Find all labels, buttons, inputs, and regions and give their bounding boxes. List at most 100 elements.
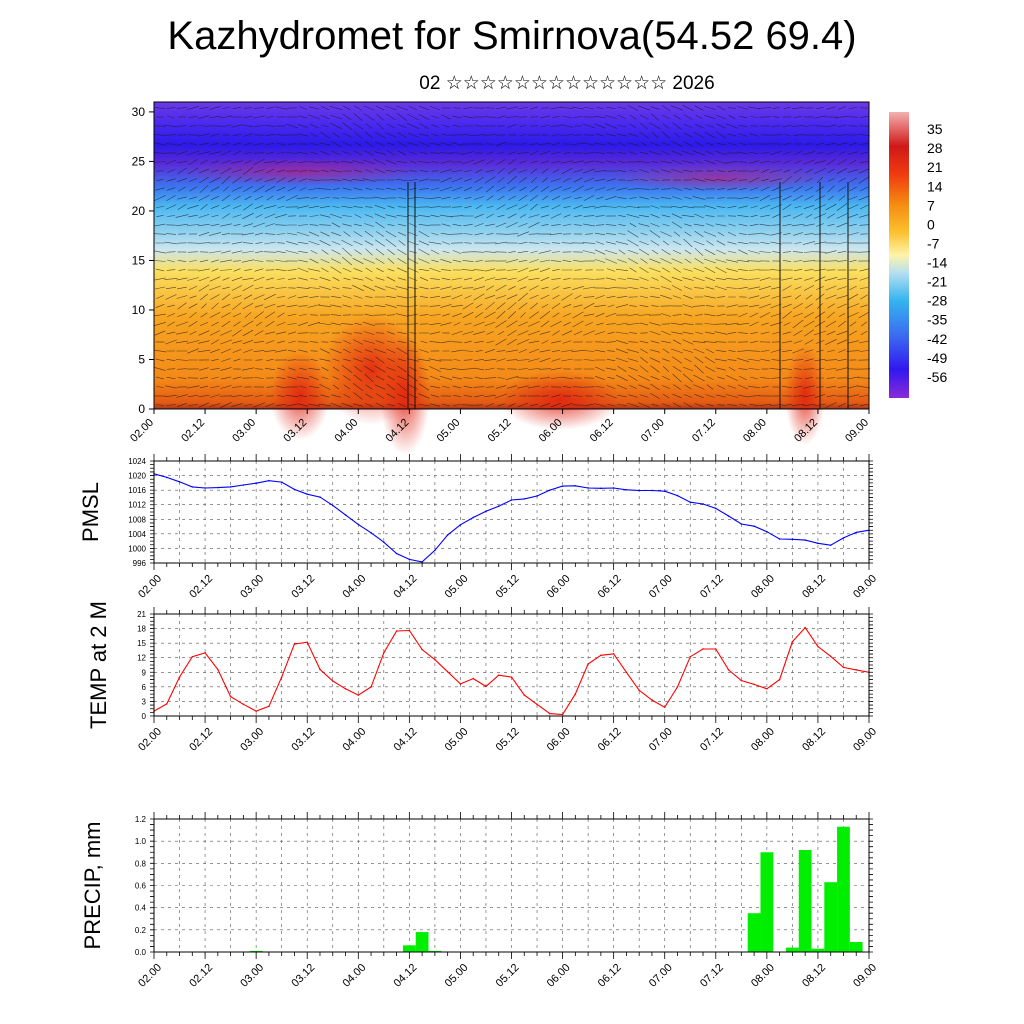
x-tick-label: 06.12 [596,962,624,990]
y-axis-label: PRECIP, mm [80,822,105,950]
data-point [549,489,551,491]
data-point [817,542,819,545]
data-point [268,705,270,708]
x-tick-label: 02.12 [187,726,215,754]
warm-layer [180,158,420,186]
data-point [357,523,360,526]
x-tick-label: 04.00 [340,726,368,754]
colorbar-label: -56 [927,369,947,385]
x-tick-label: 06.00 [545,962,573,990]
precip-bar [837,826,850,952]
data-point [651,699,653,701]
data-point [791,640,794,643]
data-point [459,683,462,685]
temperature-heatmap [154,102,869,455]
x-tick-label: 09.00 [851,573,879,601]
data-point [855,531,858,534]
data-point [497,505,500,507]
data-point [727,669,730,671]
data-point [791,538,794,541]
temp-chart: 0 3 6 9 12 15 18 21 02.00 02.12 03.00 03.12 04.00 04.… [86,601,879,754]
x-tick-label: 07.12 [698,726,726,754]
x-tick-label: 08.12 [800,726,828,754]
y-tick-label: 0.0 [135,948,147,957]
y-tick-label: 25 [132,154,146,168]
data-point [229,695,232,698]
x-tick-label: 03.12 [289,962,317,990]
data-point [714,648,717,650]
precip-bar [849,942,863,952]
data-point [280,481,283,483]
x-tick-label: 02.12 [187,573,215,601]
x-tick-label: 04.12 [392,573,420,601]
data-point [485,510,487,513]
data-point [293,643,296,645]
data-point [612,653,615,655]
y-tick-label: 1020 [128,472,146,481]
x-tick-label: 02.00 [136,573,164,601]
page-subtitle: 02 ☆☆☆☆☆☆☆☆☆☆☆☆☆ 2026 [419,73,715,94]
data-point [753,525,755,528]
data-point [344,688,347,690]
data-point [536,495,538,497]
colorbar: 35 28 21 14 7 0 -7 -14 -21 -28 -35 -42 -49 -56 [889,112,947,398]
y-tick-label: 1012 [128,501,146,510]
data-point [574,484,577,487]
data-point [625,671,628,674]
data-point [344,514,347,516]
y-tick-label: 1000 [128,544,146,553]
colorbar-label: -42 [927,331,947,347]
x-tick-label: 05.00 [443,726,471,754]
data-point [829,655,832,658]
x-tick-label: 06.12 [596,726,624,754]
x-tick-label: 02.00 [136,726,164,754]
data-point [485,685,487,688]
x-tick-label: 09.00 [851,726,879,754]
data-point [408,629,411,632]
precip-bar [415,932,429,952]
x-tick-label: 08.12 [800,962,828,990]
x-tick-label: 05.12 [486,417,514,445]
data-point [408,558,411,561]
colorbar-label: 7 [927,197,935,213]
colorbar-label: -35 [927,312,947,328]
x-tick-label: 03.00 [238,962,266,990]
x-tick-label: 05.00 [443,573,471,601]
data-point [255,482,257,485]
data-point [446,671,449,673]
data-point [217,668,219,671]
grid-lines [153,460,870,564]
data-point [740,679,743,682]
data-point [842,666,845,669]
y-tick-label: 1016 [128,486,146,495]
precip-bar [402,945,416,952]
x-tick-label: 05.12 [494,726,522,754]
y-tick-label: 1.2 [135,815,147,824]
data-point [804,626,806,629]
data-point [472,516,474,519]
data-point [766,530,768,533]
data-point [242,703,245,706]
y-tick-label: 1008 [128,515,146,524]
data-point [421,561,423,563]
y-tick-label: 0.2 [135,926,147,935]
colorbar-label: 35 [927,121,943,137]
x-tick-label: 03.00 [238,573,266,601]
data-point [727,515,730,517]
data-point [651,489,653,492]
data-point [523,498,526,500]
x-tick-label: 08.00 [749,726,777,754]
data-point [702,503,704,505]
x-tick-label: 06.12 [596,573,624,601]
data-point [178,676,181,678]
data-point [842,537,845,539]
precip-bar [798,850,812,952]
data-point [306,493,309,495]
x-tick-label: 02.00 [136,962,164,990]
data-point [165,703,168,705]
data-point [472,677,474,680]
data-point [676,686,679,688]
data-point [395,630,398,632]
data-point [663,706,666,709]
